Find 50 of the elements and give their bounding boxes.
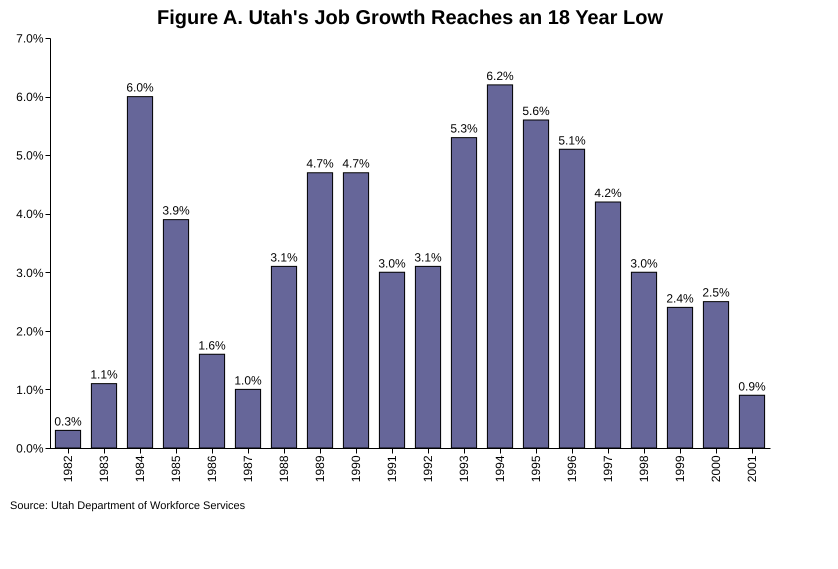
- data-label: 3.0%: [378, 256, 406, 270]
- x-tick-label: 1985: [169, 455, 183, 482]
- x-tick-label: 2000: [709, 455, 723, 482]
- data-label: 3.0%: [630, 256, 658, 270]
- data-label: 4.7%: [342, 156, 370, 171]
- y-tick-label: 7.0%: [16, 32, 44, 46]
- data-label: 6.0%: [126, 80, 154, 95]
- data-label: 4.2%: [594, 186, 622, 200]
- data-label: 6.2%: [486, 68, 514, 83]
- data-label: 0.3%: [54, 414, 82, 428]
- x-tick-label: 1988: [277, 455, 291, 482]
- data-label: 3.9%: [162, 204, 190, 218]
- data-label: 4.7%: [306, 156, 334, 171]
- x-tick-label: 1984: [133, 455, 147, 482]
- y-tick-label: 1.0%: [16, 382, 44, 397]
- x-tick-label: 1993: [457, 455, 471, 482]
- x-tick-label: 1995: [529, 455, 543, 482]
- data-label: 5.1%: [558, 133, 586, 148]
- data-label: 5.6%: [522, 104, 550, 118]
- x-tick-label: 1989: [313, 455, 327, 482]
- data-label: 1.6%: [198, 338, 226, 352]
- y-tick-label: 6.0%: [16, 90, 44, 104]
- y-tick-label: 5.0%: [16, 148, 44, 163]
- data-label: 3.1%: [414, 250, 442, 264]
- x-tick-label: 1994: [493, 455, 507, 482]
- x-tick-label: 1987: [241, 455, 255, 482]
- data-label: 1.1%: [90, 368, 118, 382]
- x-tick-label: 1999: [673, 455, 687, 482]
- x-tick-label: 1996: [565, 455, 579, 482]
- x-tick-label: 1997: [601, 455, 615, 482]
- y-tick-label: 0.0%: [16, 442, 44, 456]
- data-label: 3.1%: [270, 250, 298, 264]
- data-label: 5.3%: [450, 122, 478, 136]
- x-tick-label: 1991: [385, 455, 399, 482]
- x-tick-label: 2001: [745, 455, 759, 482]
- x-tick-label: 1983: [97, 455, 111, 482]
- data-label: 1.0%: [234, 373, 262, 388]
- data-label: 2.4%: [666, 291, 694, 306]
- x-tick-label: 1986: [205, 455, 219, 482]
- y-tick-label: 4.0%: [16, 207, 44, 222]
- y-tick-label: 3.0%: [16, 266, 44, 280]
- chart-title: Figure A. Utah's Job Growth Reaches an 18 Year Low: [156, 7, 664, 29]
- x-tick-label: 1998: [637, 455, 651, 482]
- source-note: Source: Utah Department of Workforce Services: [10, 500, 246, 512]
- x-tick-label: 1982: [61, 455, 75, 482]
- data-label: 2.5%: [702, 286, 730, 300]
- x-tick-label: 1992: [421, 455, 435, 482]
- x-tick-label: 1990: [349, 455, 363, 482]
- y-tick-label: 2.0%: [16, 324, 44, 338]
- data-label: 0.9%: [738, 379, 766, 394]
